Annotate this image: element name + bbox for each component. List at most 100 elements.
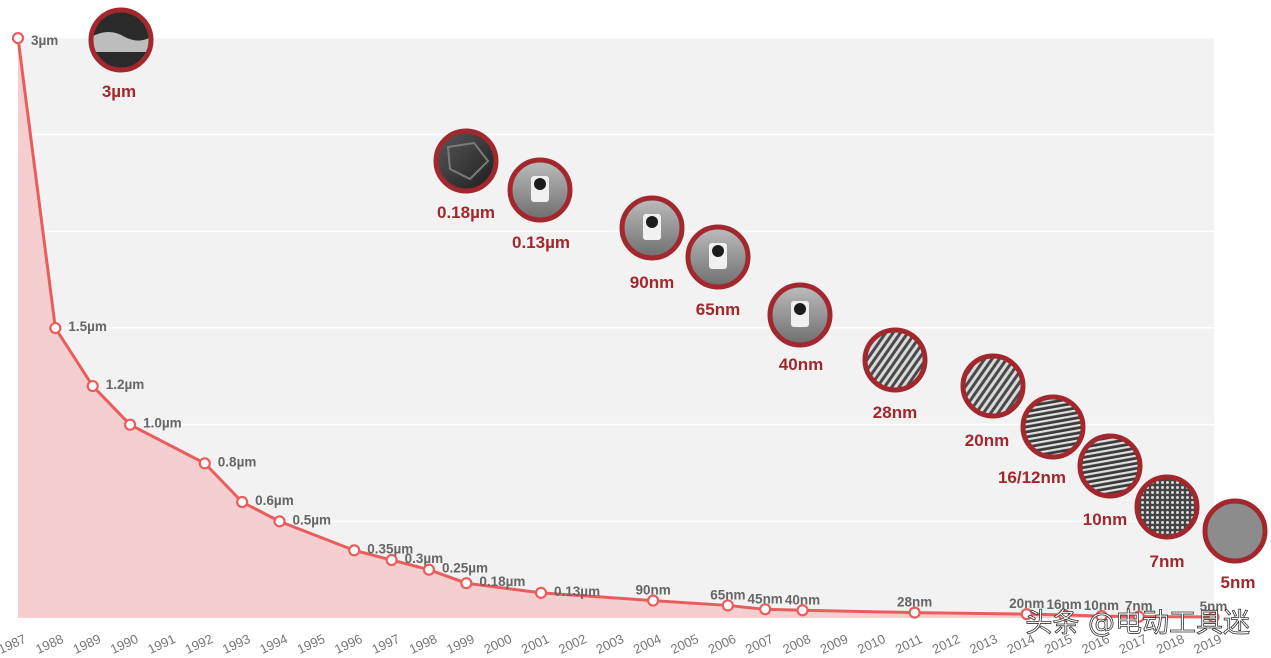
data-point [759,603,772,616]
area-fill [18,38,1214,619]
data-label: 1.0µm [143,416,182,431]
node-ring [685,224,751,290]
data-label: 1.2µm [106,377,145,392]
node-ring [1202,498,1268,564]
data-label: 28nm [897,595,932,610]
process-node: 16/12nm [998,394,1086,487]
data-point [534,586,548,599]
data-label: 16nm [1046,597,1081,612]
node-label: 20nm [965,431,1009,450]
process-node: 20nm [960,353,1026,450]
data-label: 0.8µm [218,454,257,469]
x-tick-label: 1990 [108,631,141,657]
process-node: 7nm [1134,474,1200,571]
data-label: 20nm [1009,596,1044,611]
data-label: 0.3µm [405,551,444,566]
x-tick-label: 1987 [0,631,28,657]
data-point [908,606,921,619]
data-point [1095,609,1108,623]
node-label: 90nm [630,273,674,292]
data-label: 5nm [1200,599,1228,614]
data-point [796,604,809,617]
process-node: 40nm [767,282,833,374]
data-point [236,495,249,509]
node-image [963,356,1023,416]
node-label: 28nm [873,403,917,422]
data-point [11,31,25,45]
data-label: 90nm [635,583,670,598]
data-label: 0.13µm [554,584,600,599]
x-tick-label: 2011 [893,631,925,656]
x-tick-label: 2002 [556,631,589,657]
data-point [1057,608,1071,622]
x-tick-label: 2012 [930,631,963,657]
process-node: 10nm [1077,433,1143,529]
data-point [647,594,660,607]
watermark-text: 头条 @电动工具迷 [1025,608,1250,639]
x-tick-label: 1991 [145,631,178,657]
x-tick-label: 2006 [706,631,739,657]
data-label: 1.5µm [68,319,107,334]
series-line [16,37,1214,619]
x-tick-label: 2001 [519,631,552,657]
x-tick-label: 2009 [818,631,851,657]
node-label: 7nm [1150,552,1185,571]
node-texture [93,32,149,52]
data-point [1207,610,1220,624]
data-point [385,553,398,567]
data-point [198,457,211,470]
x-tick-label: 1993 [220,631,253,657]
node-ring [862,327,928,393]
x-tick-label: 2003 [594,631,627,657]
data-point [460,577,473,590]
data-label: 40nm [785,592,820,607]
node-image [865,330,925,390]
process-node: 0.13µm [507,157,573,252]
x-tick-label: 2005 [668,631,701,657]
data-point [273,515,286,528]
process-node: 3µm [88,7,154,101]
process-node: 90nm [619,195,685,292]
node-label: 65nm [696,300,740,319]
data-point [1132,610,1145,623]
x-tick-label: 2010 [855,631,888,657]
x-tick-label: 2008 [780,631,813,657]
x-tick-label: 1999 [444,631,477,657]
node-texture [646,216,658,228]
node-ring [433,128,499,194]
x-tick-label: 1996 [332,631,365,657]
data-point [86,379,99,393]
data-label: 0.5µm [293,512,332,527]
node-texture [446,141,490,181]
data-point [1020,608,1033,621]
node-image [1137,477,1197,537]
data-label: 0.18µm [479,574,525,589]
node-ring [960,353,1026,419]
node-ring [507,157,573,223]
process-node: 28nm [862,327,928,422]
node-ring [619,195,685,261]
data-label: 0.25µm [442,561,488,576]
data-label: 3µm [31,33,58,48]
node-texture [712,245,724,257]
process-node: 0.18µm [433,128,499,222]
node-image [1023,397,1083,457]
node-ring [767,282,833,348]
x-tick-label: 2004 [631,631,664,657]
x-tick-label: 1994 [257,631,290,657]
data-label: 45nm [748,591,783,606]
x-tick-label: 1998 [407,631,440,657]
data-point [348,544,361,557]
process-node: 5nm [1202,498,1268,592]
node-label: 10nm [1083,510,1127,529]
data-label: 65nm [710,587,745,602]
data-point [123,418,137,431]
x-tick-label: 1997 [369,631,402,657]
process-node: 65nm [685,224,751,319]
node-image [1205,501,1265,561]
x-tick-label: 1989 [71,631,104,657]
x-tick-label: 1995 [295,631,328,657]
data-point [721,599,734,612]
